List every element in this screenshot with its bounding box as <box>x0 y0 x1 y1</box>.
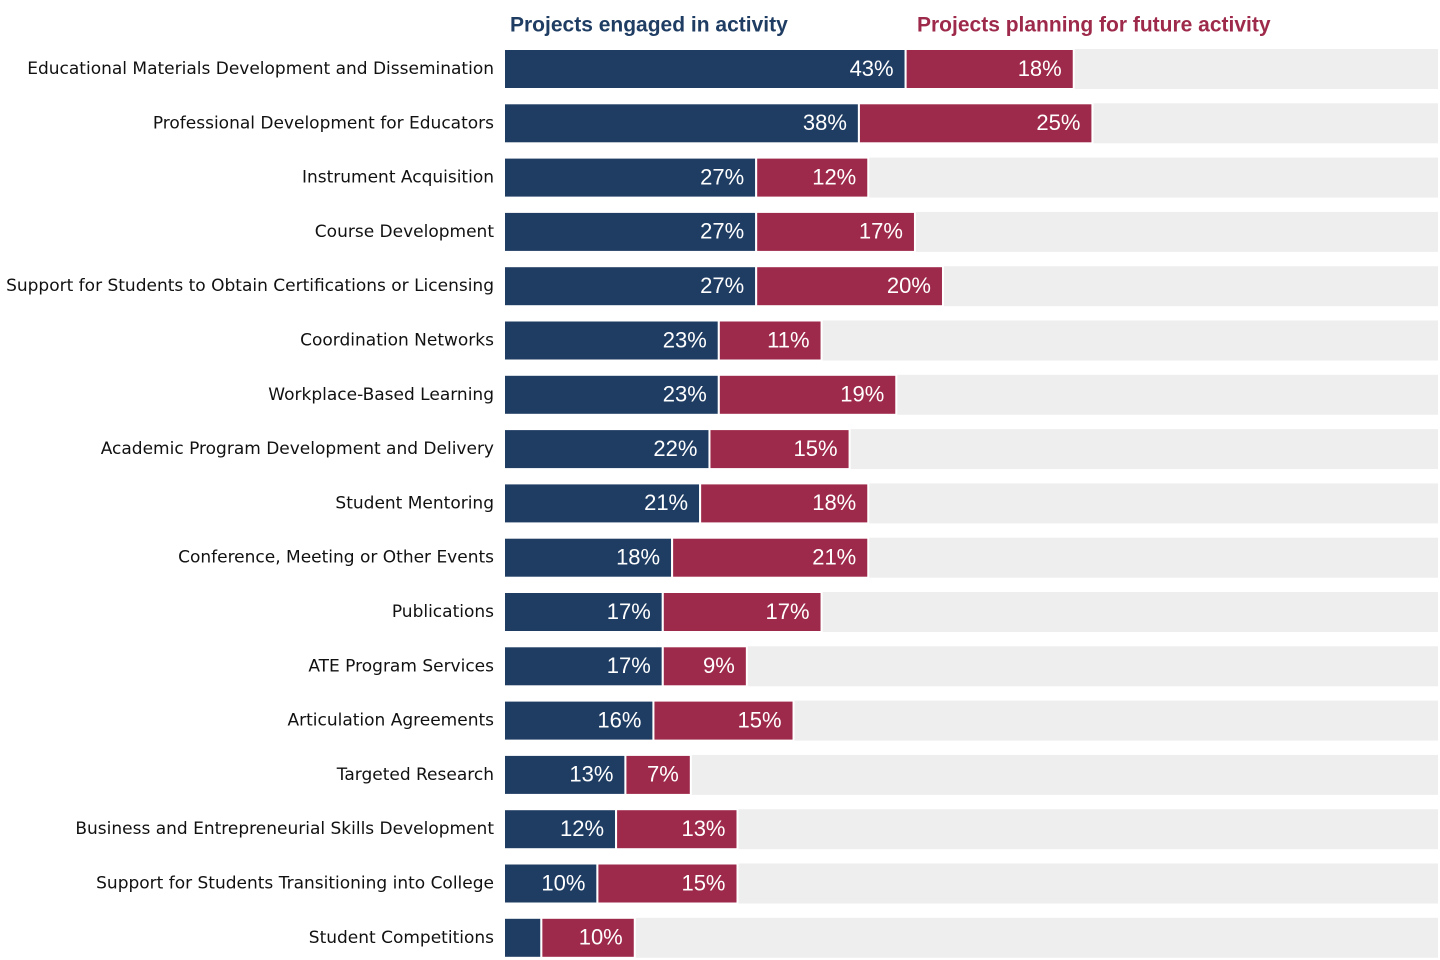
bar <box>904 48 1075 90</box>
bar <box>708 428 851 471</box>
bar <box>503 373 720 416</box>
bar <box>503 48 907 90</box>
category-label: Conference, Meeting or Other Events <box>178 548 494 568</box>
bar <box>503 753 627 796</box>
bar <box>661 645 748 688</box>
value-label: 19% <box>840 382 884 407</box>
bar <box>503 862 599 905</box>
value-label: 23% <box>663 327 707 352</box>
bar <box>699 482 870 525</box>
category-label: Workplace-Based Learning <box>268 385 494 405</box>
bar <box>503 536 674 579</box>
category-label: Student Mentoring <box>335 493 494 513</box>
bar <box>857 102 1094 145</box>
bar <box>755 265 944 308</box>
value-label: 15% <box>794 436 838 461</box>
category-label: Publications <box>392 602 494 622</box>
value-label: 9% <box>703 653 735 678</box>
category-label: Educational Materials Development and Di… <box>27 59 494 79</box>
category-label: ATE Program Services <box>308 656 494 676</box>
bar <box>503 591 664 633</box>
track <box>504 917 1438 958</box>
value-label: 16% <box>597 707 641 732</box>
bar <box>661 591 823 633</box>
bar <box>615 808 739 851</box>
category-label: Instrument Acquisition <box>302 168 494 188</box>
value-label: 21% <box>644 490 688 515</box>
value-label: 17% <box>766 599 810 624</box>
value-label: 38% <box>803 110 847 135</box>
category-label: Academic Program Development and Deliver… <box>101 439 494 459</box>
category-label: Support for Students to Obtain Certifica… <box>6 276 494 296</box>
category-label: Targeted Research <box>336 765 494 785</box>
value-label: 23% <box>663 382 707 407</box>
legend-entry: Projects planning for future activity <box>917 14 1271 37</box>
bar <box>624 753 692 796</box>
category-label: Professional Development for Educators <box>153 113 494 133</box>
value-label: 27% <box>700 273 744 298</box>
legend-entry: Projects engaged in activity <box>510 14 788 37</box>
bar <box>717 373 898 416</box>
value-label: 15% <box>681 870 725 895</box>
value-label: 22% <box>653 436 697 461</box>
value-label: 25% <box>1036 110 1080 135</box>
bar <box>503 645 664 688</box>
bar <box>755 156 870 199</box>
bar <box>503 916 543 959</box>
bar <box>540 916 636 959</box>
category-label: Student Competitions <box>309 928 494 948</box>
value-label: 13% <box>569 762 613 787</box>
bar <box>755 210 916 253</box>
category-label: Business and Entrepreneurial Skills Deve… <box>75 819 494 839</box>
category-label: Articulation Agreements <box>287 711 494 731</box>
bar <box>503 428 711 471</box>
bar <box>503 319 720 362</box>
bar <box>503 265 758 308</box>
value-label: 18% <box>812 490 856 515</box>
value-label: 13% <box>681 816 725 841</box>
category-label: Coordination Networks <box>300 331 494 351</box>
value-label: 17% <box>607 653 651 678</box>
value-label: 10% <box>579 925 623 950</box>
value-label: 43% <box>850 56 894 81</box>
bar <box>596 862 739 905</box>
value-label: 18% <box>1018 56 1062 81</box>
value-label: 17% <box>607 599 651 624</box>
value-label: 12% <box>560 816 604 841</box>
bar <box>652 699 795 742</box>
category-label: Support for Students Transitioning into … <box>96 874 494 894</box>
value-label: 17% <box>859 219 903 244</box>
value-label: 12% <box>812 164 856 189</box>
value-label: 11% <box>767 327 809 352</box>
bar <box>671 536 870 579</box>
value-label: 20% <box>887 273 931 298</box>
bar <box>503 156 758 199</box>
category-label: Course Development <box>315 222 495 242</box>
bar <box>503 210 758 253</box>
value-label: 27% <box>700 164 744 189</box>
value-label: 27% <box>700 219 744 244</box>
value-label: 21% <box>812 545 856 570</box>
value-label: 7% <box>647 762 679 787</box>
value-label: 10% <box>541 870 585 895</box>
bar <box>717 319 823 362</box>
value-label: 18% <box>616 545 660 570</box>
value-label: 15% <box>737 707 781 732</box>
